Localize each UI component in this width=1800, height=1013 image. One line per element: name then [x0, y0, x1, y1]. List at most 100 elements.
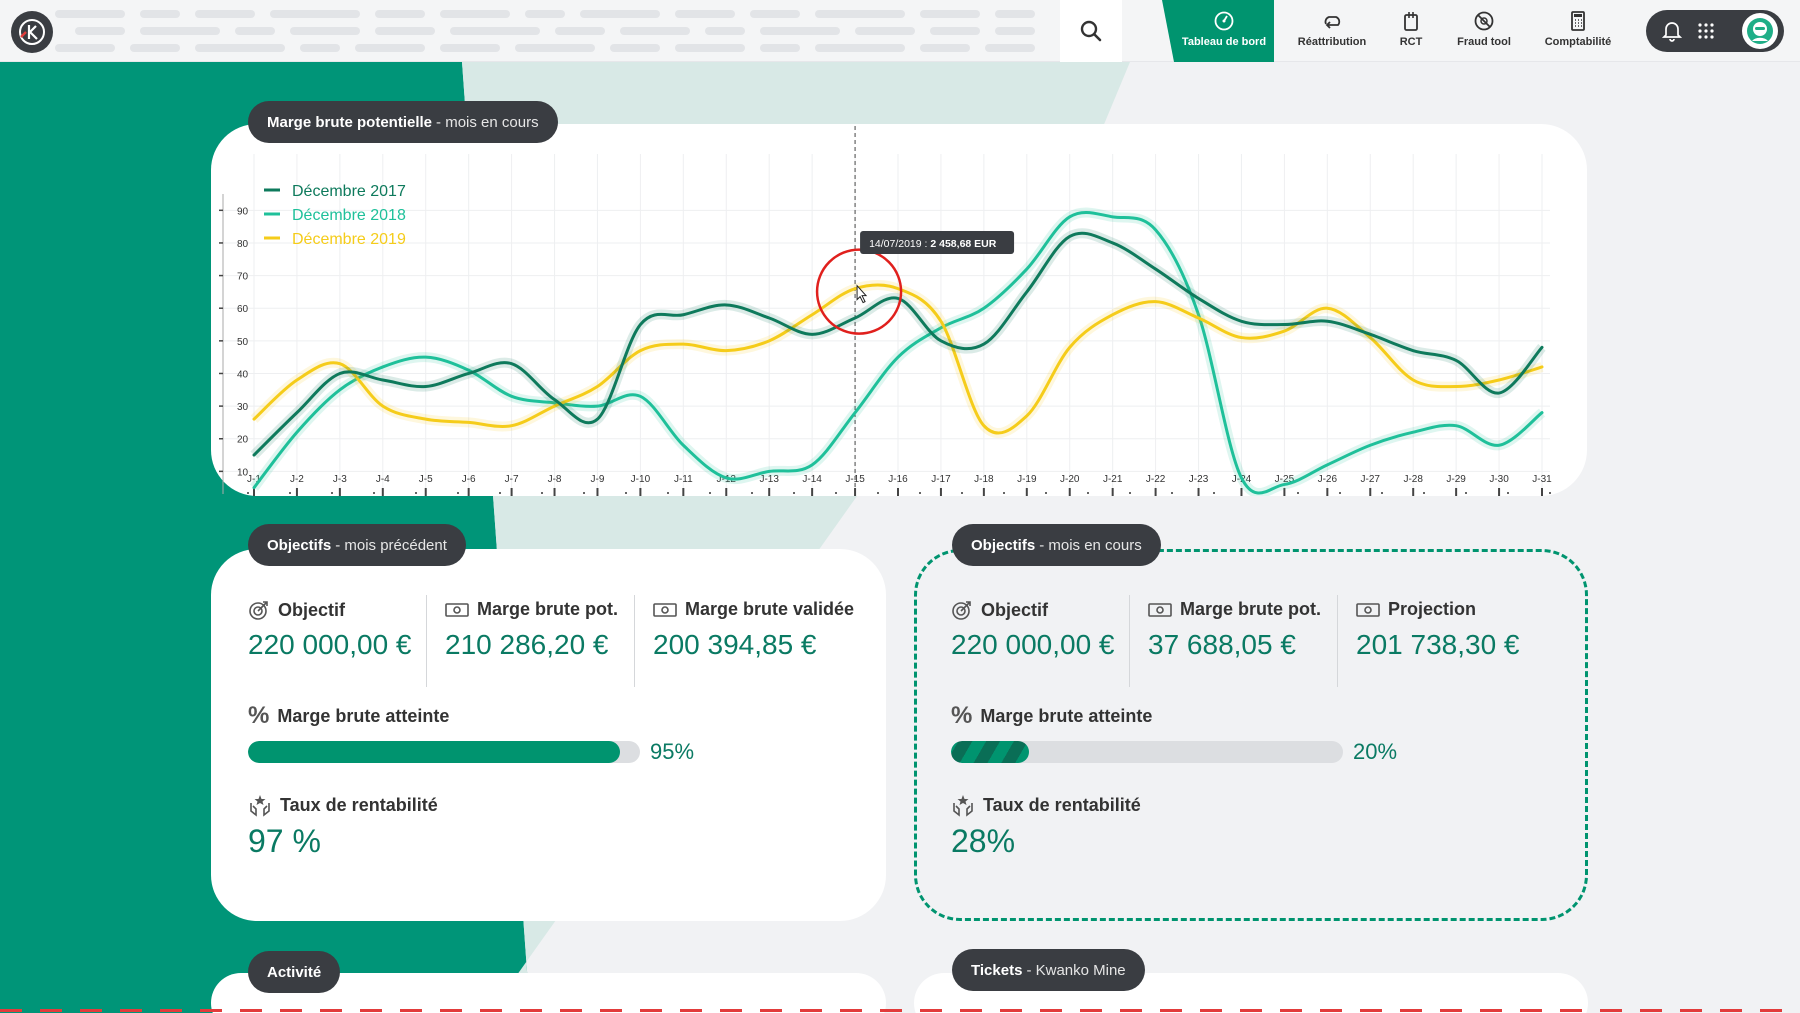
x-tick-label: J-8	[548, 474, 562, 485]
kpi-label-text: Projection	[1388, 599, 1477, 619]
kpi-objectif-value: 220 000,00 €	[248, 629, 412, 660]
kpi-marge-validee: Marge brute validée	[653, 599, 854, 620]
divider	[426, 595, 427, 687]
nav-label: Comptabilité	[1544, 36, 1612, 48]
kpi-marge-atteinte: % Marge brute atteinte	[951, 702, 1152, 730]
avatar[interactable]	[1742, 13, 1778, 49]
x-tick-label: J-14	[802, 474, 822, 485]
y-tick-label: 30	[237, 402, 249, 413]
banknote-icon	[1148, 602, 1172, 617]
tooltip-text: 14/07/2019 : 2 458,68 EUR	[869, 238, 997, 250]
x-tick-label: J-10	[631, 474, 651, 485]
nav-comptabilite[interactable]: Comptabilité	[1540, 10, 1616, 56]
kpi-rentabilite: Taux de rentabilité	[951, 793, 1141, 817]
search-button[interactable]	[1060, 0, 1122, 62]
kpi-projection-value: 201 738,30 €	[1356, 629, 1520, 660]
kpi-marge-pot: Marge brute pot.	[445, 599, 618, 620]
y-tick-label: 90	[237, 206, 249, 217]
kwanko-logo-icon	[19, 19, 45, 45]
x-tick-label: J-29	[1446, 474, 1466, 485]
banknote-icon	[445, 602, 469, 617]
section-label-marge-brute: Marge brute potentielle - mois en cours	[248, 101, 558, 143]
x-tick-label: J-7	[505, 474, 519, 485]
x-tick-label: J-21	[1103, 474, 1123, 485]
kpi-objectif: Objectif	[951, 599, 1048, 621]
kpi-marge-pot-value: 37 688,05 €	[1148, 629, 1296, 660]
logo[interactable]	[11, 11, 53, 53]
kpi-label-text: Marge brute atteinte	[277, 705, 450, 726]
kpi-marge-pot: Marge brute pot.	[1148, 599, 1321, 620]
section-subtitle: - mois précédent	[335, 536, 447, 554]
x-tick-label: J-5	[419, 474, 433, 485]
apps-grid-icon[interactable]	[1697, 22, 1715, 40]
target-icon	[952, 601, 971, 620]
x-tick-label: J-11	[674, 474, 693, 485]
nav-reattribution[interactable]: Réattribution	[1294, 10, 1370, 56]
section-label-activite: Activité	[248, 951, 341, 993]
series-line	[252, 231, 1544, 457]
section-title: Objectifs	[971, 536, 1036, 554]
user-avatar-icon	[1747, 18, 1773, 44]
nav-rct[interactable]: RCT	[1394, 10, 1428, 56]
cursor-highlight-circle	[815, 248, 903, 335]
section-title: Objectifs	[267, 536, 332, 554]
kpi-label-text: Marge brute validée	[685, 599, 855, 619]
x-tick-label: J-20	[1060, 474, 1080, 485]
kpi-label-text: Marge brute pot.	[1180, 599, 1322, 619]
kpi-label-text: Taux de rentabilité	[280, 794, 438, 815]
x-tick-label: J-23	[1189, 474, 1209, 485]
y-tick-label: 70	[237, 272, 249, 283]
tooltip-box	[860, 231, 1015, 254]
legend-label: Décembre 2018	[292, 207, 406, 224]
x-tick-label: J-22	[1146, 474, 1166, 485]
nav-tableau-de-bord[interactable]: Tableau de bord	[1180, 10, 1268, 56]
x-tick-label: J-6	[462, 474, 476, 485]
bell-icon[interactable]	[1662, 20, 1682, 42]
kpi-rentabilite-value: 97 %	[248, 823, 321, 859]
kpi-label-text: Objectif	[981, 599, 1049, 620]
series-line	[252, 210, 1544, 495]
x-tick-label: J-3	[333, 474, 347, 485]
progress-percent: 95%	[650, 739, 695, 764]
nav-label: RCT	[1399, 36, 1423, 48]
y-tick-label: 10	[237, 467, 249, 478]
legend-label: Décembre 2017	[292, 183, 406, 200]
x-tick-label: J-16	[888, 474, 908, 485]
section-label-tickets: Tickets - Kwanko Mine	[952, 949, 1145, 991]
mouse-cursor-icon	[856, 284, 868, 304]
nav-fraud-tool[interactable]: Fraud tool	[1452, 10, 1516, 56]
objectives-previous-month-card: Objectif 220 000,00 € Marge brute pot. 2…	[211, 549, 886, 921]
target-icon	[249, 601, 268, 620]
x-tick-label: J-25	[1275, 474, 1295, 485]
y-tick-label: 40	[237, 369, 249, 380]
percent-icon: %	[951, 702, 973, 729]
legend-label: Décembre 2019	[292, 231, 406, 248]
nav-label: Tableau de bord	[1181, 36, 1267, 48]
kpi-rentabilite: Taux de rentabilité	[248, 793, 438, 817]
section-subtitle: - mois en cours	[436, 113, 539, 131]
tooltip-value: 2 458,68 EUR	[930, 238, 996, 250]
line-chart: 10 20 30 40 50 60 70 80 90 J-1 J-2 J-3 J-4 J-5 J-6 J-7 J…	[219, 126, 1552, 496]
calculator-icon	[1571, 11, 1585, 31]
red-dashed-line	[0, 1009, 1800, 1012]
section-label-objectifs-en-cours: Objectifs - mois en cours	[952, 524, 1161, 566]
y-tick-label: 80	[237, 239, 249, 250]
progress-bar-fill	[951, 741, 1030, 763]
kpi-objectif-value: 220 000,00 €	[951, 629, 1115, 660]
gauge-icon	[1214, 11, 1234, 31]
x-tick-label: J-18	[974, 474, 994, 485]
section-subtitle: - Kwanko Mine	[1026, 961, 1126, 979]
y-tick-label: 60	[237, 304, 249, 315]
section-title: Marge brute potentielle	[267, 113, 433, 131]
x-tick-label: J-13	[759, 474, 779, 485]
divider	[634, 595, 635, 687]
x-tick-label: J-31	[1532, 474, 1552, 485]
kpi-marge-validee-value: 200 394,85 €	[653, 629, 817, 660]
nav-label: Fraud tool	[1457, 36, 1511, 48]
hands-star-icon	[953, 795, 973, 817]
placeholder-skeleton	[55, 6, 1045, 56]
hands-star-icon	[250, 795, 270, 817]
progress-percent: 20%	[1353, 739, 1398, 764]
kpi-label-text: Marge brute pot.	[477, 599, 619, 619]
x-tick-label: J-2	[290, 474, 304, 485]
